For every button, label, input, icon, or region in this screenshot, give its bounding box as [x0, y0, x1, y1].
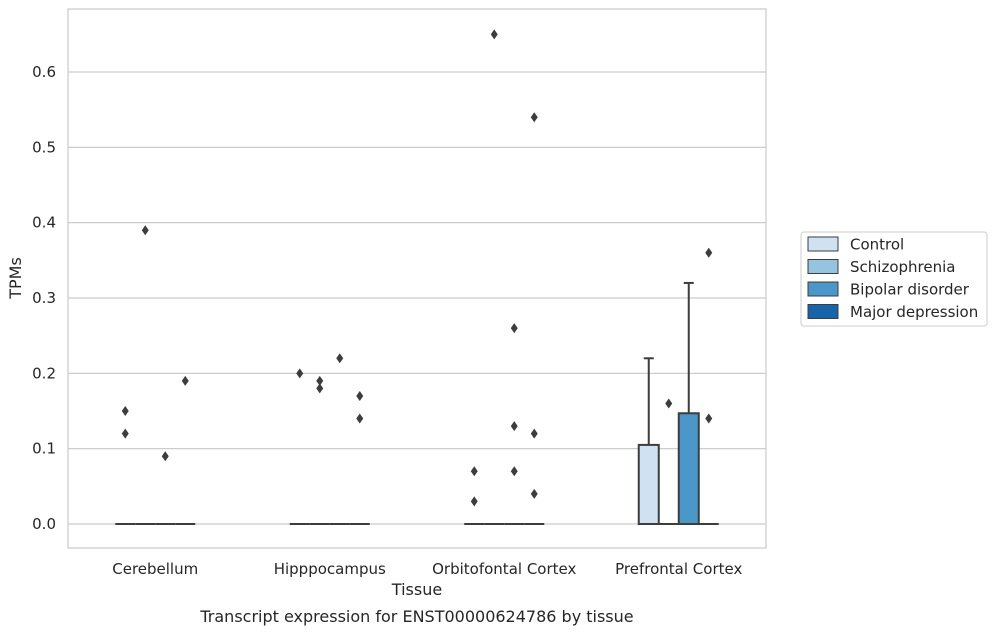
legend-swatch	[807, 281, 839, 297]
outlier-point	[490, 29, 498, 40]
outlier-point	[470, 466, 478, 477]
box-group	[115, 406, 136, 525]
box-group	[484, 29, 505, 525]
legend-swatch	[807, 236, 839, 252]
outlier-point	[336, 353, 344, 364]
box-group	[135, 225, 156, 525]
y-tick-label: 0.4	[32, 214, 56, 232]
outlier-point	[316, 375, 324, 386]
legend-label: Major depression	[850, 303, 978, 321]
outlier-point	[356, 390, 364, 401]
legend-label: Bipolar disorder	[850, 281, 970, 299]
outlier-point	[181, 375, 189, 386]
x-tick-labels: Cerebellum Hipppocampus Orbitofontal Corte…	[112, 560, 742, 578]
outlier-point	[530, 488, 538, 499]
y-tick-label: 0.3	[32, 289, 56, 307]
box-group	[637, 357, 660, 525]
box	[637, 443, 660, 525]
box	[677, 412, 700, 525]
y-tick-label: 0.1	[32, 440, 56, 458]
outlier-point	[316, 383, 324, 394]
legend: Control Schizophrenia Bipolar disorder Majo…	[800, 231, 988, 327]
x-tick-label: Hipppocampus	[274, 560, 386, 578]
y-tick-label: 0.0	[32, 515, 56, 533]
chart-caption: Transcript expression for ENST0000062478…	[199, 607, 633, 626]
y-tick-label: 0.6	[32, 63, 56, 81]
outlier-point	[470, 496, 478, 507]
outlier-point	[705, 413, 713, 424]
x-tick-label: Orbitofontal Cortex	[432, 560, 576, 578]
box-plots	[115, 29, 719, 525]
box-group	[329, 353, 350, 525]
box-group	[155, 451, 176, 525]
legend-label: Control	[850, 236, 904, 254]
legend-swatch	[807, 259, 839, 274]
y-tick-label: 0.2	[32, 364, 56, 382]
x-axis-label: Tissue	[391, 580, 442, 599]
box-group	[289, 368, 310, 525]
outlier-point	[161, 451, 169, 462]
box-group	[349, 390, 370, 525]
box-group	[464, 466, 485, 525]
outlier-point	[705, 247, 713, 258]
outlier-point	[141, 225, 149, 236]
y-axis-label: TPMs	[6, 257, 25, 300]
box-group	[698, 247, 719, 525]
outlier-point	[121, 406, 129, 417]
outlier-point	[296, 368, 304, 379]
legend-swatch	[807, 304, 839, 319]
box-group	[309, 375, 330, 525]
outlier-point	[665, 398, 673, 409]
outlier-point	[356, 413, 364, 424]
x-tick-label: Cerebellum	[112, 560, 198, 578]
outlier-point	[530, 428, 538, 439]
grid-lines	[68, 71, 766, 525]
outlier-point	[530, 112, 538, 123]
legend-frame	[800, 231, 988, 327]
box-group	[504, 323, 525, 525]
outlier-point	[510, 466, 518, 477]
plot-frame	[67, 8, 767, 549]
x-tick-label: Prefrontal Cortex	[615, 560, 742, 578]
box-group	[658, 398, 679, 525]
box-group	[524, 112, 545, 525]
outlier-point	[510, 323, 518, 334]
y-tick-labels: 0.0 0.1 0.2 0.3 0.4 0.5 0.6	[32, 63, 56, 533]
outlier-point	[510, 421, 518, 432]
legend-label: Schizophrenia	[850, 258, 955, 276]
box-group	[175, 375, 196, 525]
y-tick-label: 0.5	[32, 138, 56, 156]
outlier-point	[121, 428, 129, 439]
box-group	[677, 281, 700, 525]
